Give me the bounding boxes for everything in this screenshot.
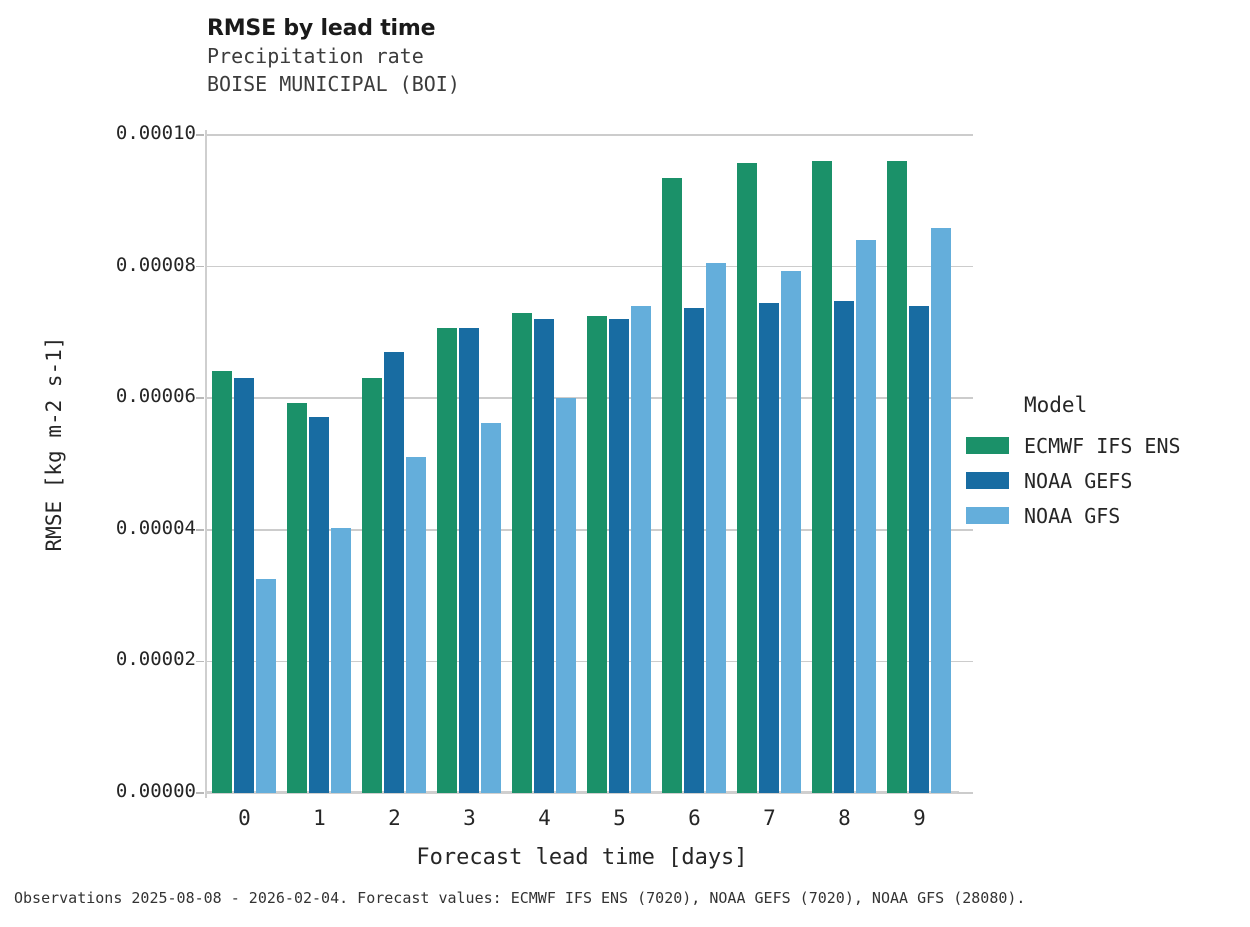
- bar[interactable]: [758, 303, 780, 793]
- bar[interactable]: [436, 328, 458, 793]
- gridline: [207, 397, 957, 399]
- x-tick-label: 5: [613, 806, 626, 830]
- bar[interactable]: [511, 313, 533, 793]
- legend-item-noaa-gefs[interactable]: NOAA GEFS: [966, 463, 1246, 498]
- bar[interactable]: [780, 271, 802, 793]
- bar[interactable]: [736, 163, 758, 793]
- y-tick-label: 0.00000: [115, 780, 196, 802]
- bar[interactable]: [286, 403, 308, 793]
- plot-area: [207, 134, 957, 793]
- legend-swatch-icon: [966, 472, 1009, 489]
- x-axis-line: [205, 791, 959, 794]
- x-tick-label: 8: [838, 806, 851, 830]
- x-tick-label: 1: [313, 806, 326, 830]
- page-title: RMSE by lead time: [207, 16, 436, 41]
- legend-item-label: NOAA GFS: [1024, 503, 1121, 528]
- y-tick-mark: [196, 529, 204, 531]
- x-tick-label: 7: [763, 806, 776, 830]
- bar[interactable]: [705, 263, 727, 793]
- y-axis-line: [205, 130, 207, 798]
- bar[interactable]: [608, 318, 630, 793]
- chart-subtitle: Precipitation rate: [207, 44, 424, 68]
- legend-item-label: ECMWF IFS ENS: [1024, 433, 1181, 458]
- bar[interactable]: [330, 528, 352, 793]
- bar[interactable]: [458, 327, 480, 793]
- chart-station-label: BOISE MUNICIPAL (BOI): [207, 72, 460, 96]
- gridline-extension: [957, 265, 973, 268]
- y-tick-mark: [196, 134, 204, 136]
- y-tick-label: 0.00004: [115, 516, 196, 539]
- bar[interactable]: [480, 423, 502, 793]
- gridline: [207, 529, 957, 531]
- bar[interactable]: [533, 318, 555, 793]
- x-tick-label: 3: [463, 806, 476, 830]
- x-tick-label: 9: [913, 806, 926, 830]
- bar[interactable]: [405, 457, 427, 793]
- bar[interactable]: [308, 417, 330, 793]
- bar[interactable]: [630, 306, 652, 793]
- gridline-extension: [957, 134, 973, 136]
- gridline-extension: [957, 792, 973, 794]
- gridline: [207, 265, 957, 268]
- bar[interactable]: [908, 306, 930, 793]
- legend-swatch-icon: [966, 507, 1009, 524]
- x-axis-title: Forecast lead time [days]: [416, 845, 748, 870]
- bar[interactable]: [361, 378, 383, 793]
- y-tick-mark: [196, 660, 204, 663]
- legend-swatch-icon: [966, 437, 1009, 454]
- legend: Model ECMWF IFS ENS NOAA GEFS NOAA GFS: [966, 393, 1246, 533]
- legend-entries: ECMWF IFS ENS NOAA GEFS NOAA GFS: [966, 428, 1246, 533]
- legend-item-label: NOAA GEFS: [1024, 468, 1133, 493]
- y-tick-mark: [196, 265, 204, 268]
- y-tick-label: 0.00006: [115, 385, 196, 408]
- gridline-extension: [957, 529, 973, 531]
- bar[interactable]: [255, 579, 277, 793]
- y-tick-label: 0.00002: [115, 648, 196, 671]
- bar[interactable]: [233, 377, 255, 793]
- bar[interactable]: [683, 308, 705, 793]
- x-tick-label: 0: [238, 806, 251, 830]
- bar[interactable]: [811, 161, 833, 793]
- x-tick-label: 6: [688, 806, 701, 830]
- bar[interactable]: [930, 228, 952, 793]
- bar[interactable]: [211, 370, 233, 793]
- y-tick-label: 0.00008: [115, 253, 196, 276]
- bar[interactable]: [833, 301, 855, 793]
- bar[interactable]: [661, 178, 683, 793]
- legend-item-ecmwf-ifs-ens[interactable]: ECMWF IFS ENS: [966, 428, 1246, 463]
- bar[interactable]: [586, 315, 608, 793]
- y-tick-mark: [196, 397, 204, 399]
- bar[interactable]: [383, 352, 405, 793]
- gridline-extension: [957, 660, 973, 663]
- x-tick-label: 4: [538, 806, 551, 830]
- bar[interactable]: [886, 161, 908, 793]
- chart-header: RMSE by lead time Precipitation rate BOI…: [207, 16, 967, 98]
- bar[interactable]: [555, 397, 577, 793]
- gridline: [207, 660, 957, 663]
- gridline-extension: [957, 397, 973, 399]
- legend-item-noaa-gfs[interactable]: NOAA GFS: [966, 498, 1246, 533]
- bar[interactable]: [855, 240, 877, 793]
- x-tick-label: 2: [388, 806, 401, 830]
- footer-note: Observations 2025-08-08 - 2026-02-04. Fo…: [14, 889, 1026, 907]
- y-tick-label: 0.00010: [115, 122, 196, 144]
- gridline: [207, 134, 957, 136]
- y-tick-mark: [196, 792, 204, 794]
- y-axis-title: RMSE [kg m-2 s-1]: [42, 336, 66, 552]
- legend-title: Model: [1024, 393, 1088, 417]
